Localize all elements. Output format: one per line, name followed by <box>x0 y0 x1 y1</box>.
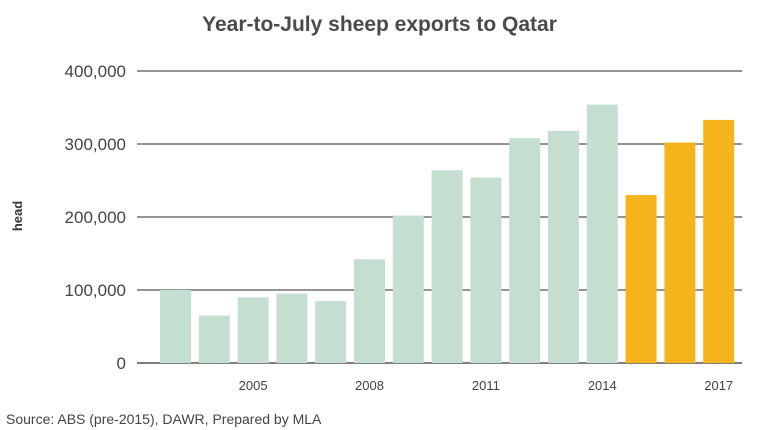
y-tick-label: 400,000 <box>65 62 126 81</box>
bar-2009 <box>392 215 424 363</box>
bar-2014 <box>586 104 618 363</box>
bar-2003 <box>160 290 191 363</box>
bar-2005 <box>237 297 269 363</box>
y-axis-label: head <box>10 201 25 231</box>
bar-chart: head 0 100,000 200,000 300,000 400,000 2005 2… <box>10 62 742 393</box>
x-tick-label: 2008 <box>355 378 384 393</box>
bar-2010 <box>431 170 463 363</box>
x-tick-label: 2011 <box>472 378 500 393</box>
x-tick-label: 2005 <box>239 378 268 393</box>
bar-2007 <box>315 300 347 363</box>
bar-2013 <box>548 130 579 363</box>
bar-2016 <box>664 142 696 363</box>
y-tick-label: 100,000 <box>65 281 126 300</box>
y-tick-label: 300,000 <box>65 135 126 154</box>
chart-title: Year-to-July sheep exports to Qatar <box>202 13 557 36</box>
y-tick-label: 0 <box>117 354 126 373</box>
bar-2006 <box>276 293 308 363</box>
bar-2012 <box>509 138 541 363</box>
x-tick-label: 2017 <box>704 378 733 393</box>
bar-2011 <box>470 177 502 363</box>
source-note: Source: ABS (pre-2015), DAWR, Prepared b… <box>6 411 322 427</box>
x-tick-label: 2014 <box>588 378 617 393</box>
bar-2015 <box>625 195 657 363</box>
bar-2004 <box>198 315 230 363</box>
y-tick-label: 200,000 <box>65 208 126 227</box>
bar-2017 <box>703 119 735 363</box>
bar-2008 <box>354 259 385 363</box>
